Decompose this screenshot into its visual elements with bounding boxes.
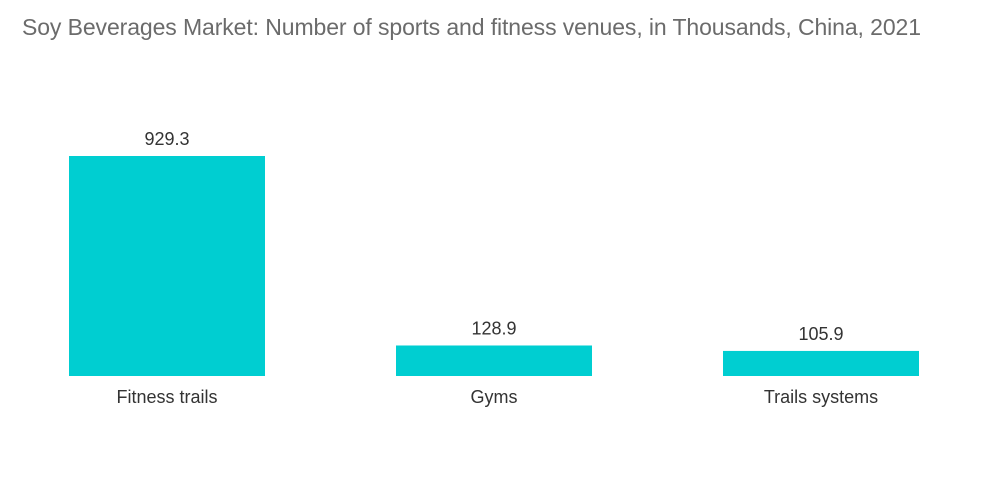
x-tick-label-2: Trails systems — [764, 387, 878, 407]
data-label-2: 105.9 — [798, 324, 843, 344]
chart-title: Soy Beverages Market: Number of sports a… — [22, 14, 921, 40]
data-label-1: 128.9 — [471, 318, 516, 338]
bar-2 — [723, 350, 919, 376]
bar-1 — [396, 345, 592, 376]
data-label-0: 929.3 — [144, 129, 189, 149]
x-tick-label-1: Gyms — [471, 387, 518, 407]
x-tick-label-0: Fitness trails — [116, 387, 217, 407]
bar-0 — [69, 156, 265, 376]
